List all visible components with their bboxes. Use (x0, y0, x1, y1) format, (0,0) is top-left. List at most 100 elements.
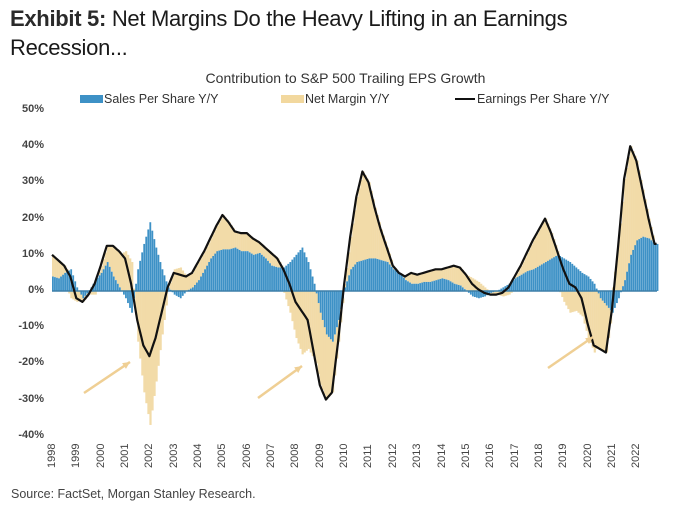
net-margin-bar (510, 291, 513, 293)
sales-bar (591, 281, 594, 291)
net-margin-bar (362, 171, 365, 261)
net-margin-bar (125, 251, 128, 291)
net-margin-bar (540, 225, 544, 265)
sales-bar (376, 259, 379, 291)
net-margin-bar (634, 155, 637, 246)
net-margin-bar (331, 341, 335, 393)
sales-bar (622, 286, 624, 291)
net-margin-bar (120, 253, 124, 291)
sales-bar (502, 287, 505, 291)
net-margin-bar (171, 276, 174, 291)
sales-bar (437, 279, 440, 291)
net-margin-bar (352, 223, 355, 267)
net-margin-bar (230, 225, 233, 249)
net-margin-bar (423, 272, 426, 282)
net-margin-bar (427, 271, 430, 282)
sales-bar (561, 257, 564, 291)
arrow-head-icon (585, 337, 593, 344)
sales-bar (433, 280, 436, 291)
sales-bar (228, 249, 231, 291)
net-margin-bar (141, 291, 144, 376)
sales-bar (559, 256, 562, 291)
net-margin-bar (628, 157, 631, 264)
net-margin-bar (303, 291, 306, 353)
net-margin-bar (92, 291, 95, 295)
net-margin-bar (200, 258, 203, 277)
sales-bar (118, 287, 121, 291)
sales-bar (240, 251, 243, 291)
sales-bar (601, 291, 604, 301)
net-margin-bar (492, 292, 495, 295)
sales-bar (104, 265, 107, 291)
net-margin-bar (626, 167, 629, 272)
sales-bar (305, 257, 308, 291)
y-tick-label: -20% (18, 356, 44, 369)
sales-bar (447, 280, 450, 291)
sales-bar (289, 262, 292, 291)
sales-bar (640, 237, 643, 291)
net-margin-bar (299, 291, 302, 349)
net-margin-bar (618, 240, 621, 291)
sales-bar (86, 291, 89, 294)
sales-bar (510, 281, 513, 291)
net-margin-bar (593, 291, 596, 353)
net-margin-bar (636, 160, 639, 241)
sales-bar (553, 257, 555, 291)
net-margin-bar (575, 291, 578, 311)
sales-bar (455, 284, 458, 291)
net-margin-bar (204, 251, 207, 270)
sales-bar (319, 291, 322, 313)
arrow-head-icon (294, 366, 302, 374)
net-margin-bar (429, 271, 432, 282)
net-margin-bar (242, 233, 245, 252)
sales-bar (642, 236, 645, 291)
sales-bar (208, 262, 211, 291)
net-margin-bar (240, 233, 243, 252)
sales-bar (262, 256, 265, 291)
sales-bar (630, 254, 633, 291)
net-margin-bar (151, 291, 154, 411)
sales-bar (346, 281, 349, 291)
legend-label-eps: Earnings Per Share Y/Y (477, 92, 610, 106)
sales-bar (145, 236, 148, 291)
net-margin-bar (524, 257, 527, 273)
sales-bar (394, 270, 397, 291)
net-margin-bar (603, 303, 607, 352)
sales-bar (545, 262, 547, 291)
sales-bar (157, 254, 160, 291)
net-margin-bar (538, 229, 542, 266)
y-tick-label: 40% (21, 139, 44, 152)
net-margin-bar (297, 291, 300, 344)
sales-bar (238, 249, 241, 291)
sales-bar (368, 258, 371, 291)
sales-bar (634, 245, 637, 291)
sales-bar (573, 265, 576, 291)
source-note: Source: FactSet, Morgan Stanley Research… (11, 487, 256, 501)
sales-bar (388, 264, 391, 291)
net-margin-bar (553, 239, 556, 258)
sales-bar (258, 252, 261, 291)
net-margin-bar (277, 258, 280, 268)
sales-bar (100, 272, 103, 291)
net-margin-bar (425, 272, 428, 282)
sales-bar (463, 289, 466, 291)
net-margin-bar (232, 228, 235, 249)
sales-bar (654, 243, 657, 291)
net-margin-bar (622, 201, 625, 287)
net-margin-bar (514, 276, 517, 279)
sales-bar (512, 280, 515, 291)
net-margin-bar (169, 282, 172, 290)
sales-bar (269, 263, 271, 291)
net-margin-bar (58, 260, 61, 279)
sales-bar (220, 249, 223, 291)
sales-bar (175, 291, 178, 296)
sales-bar (82, 291, 85, 299)
sales-bar (265, 258, 267, 291)
net-margin-bar (222, 214, 225, 250)
sales-bar (585, 275, 588, 291)
net-margin-bar (185, 276, 189, 291)
net-margin-bar (165, 291, 168, 306)
sales-bar (364, 259, 367, 291)
net-margin-bar (293, 291, 296, 330)
net-margin-bar (372, 199, 375, 259)
